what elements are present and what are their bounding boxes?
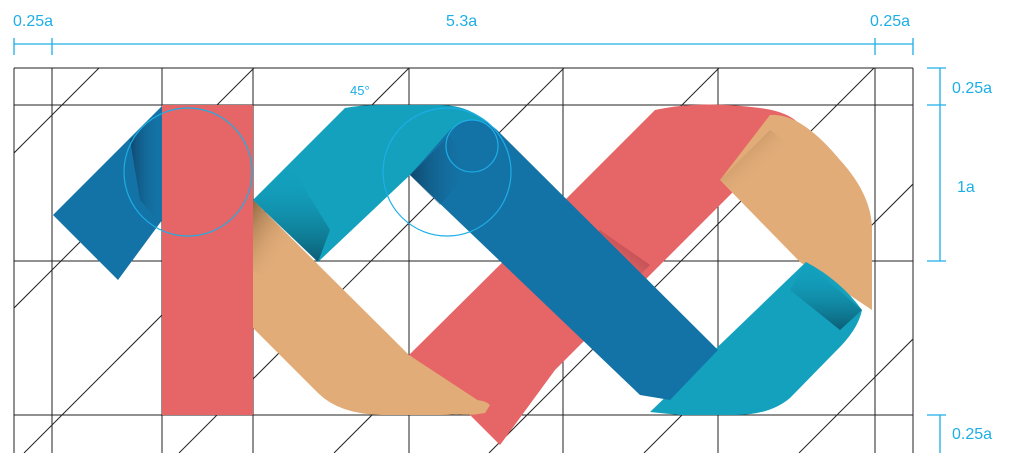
bottom-margin-label: 0.25a (952, 426, 992, 443)
tan-left-band (253, 200, 485, 415)
height-label: 1a (957, 179, 975, 196)
circle-middle-small (445, 119, 499, 173)
construction-circles (123, 107, 512, 237)
top-margin-label: 0.25a (952, 80, 992, 97)
grid-diagonal (488, 68, 875, 453)
teal-right-band-shade (790, 262, 862, 330)
right-margin-label: 0.25a (870, 13, 910, 30)
tan-left-band-shade (253, 200, 320, 300)
left-margin-label: 0.25a (13, 13, 53, 30)
circle-left (123, 107, 253, 237)
circle-middle-large (382, 107, 512, 237)
logo-mark (53, 104, 872, 445)
grid-diagonal (798, 338, 913, 453)
grid-diagonal (178, 68, 565, 453)
blue-left-chevron-shade (130, 108, 162, 225)
dimension-annotations (13, 38, 946, 453)
dimension-labels: 0.25a 5.3a 0.25a 0.25a 1a 0.25a 45° (13, 13, 992, 443)
blue-diagonal-band (410, 120, 718, 400)
angle-label: 45° (350, 83, 370, 98)
total-width-label: 5.3a (446, 13, 477, 30)
red-vertical-bar (162, 105, 253, 415)
blue-diagonal-band-shade (410, 135, 470, 205)
teal-upper-band-shade (253, 165, 330, 262)
tan-bottom-tail (450, 400, 490, 415)
tan-right-band-shade (720, 130, 810, 210)
